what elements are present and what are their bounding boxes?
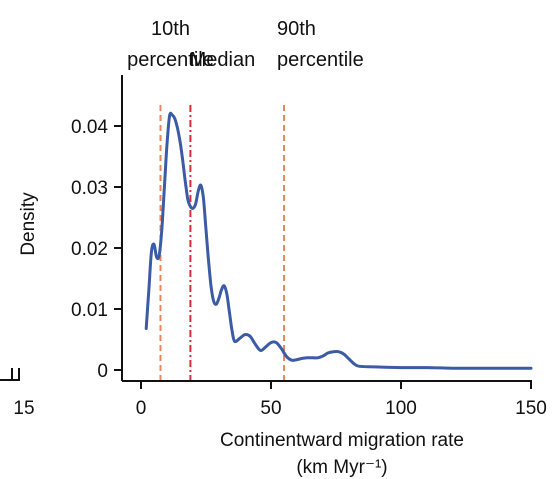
reference-lines bbox=[159, 105, 285, 381]
y-tick-label: 0.03 bbox=[71, 178, 108, 199]
x-tick-label: 100 bbox=[385, 398, 417, 419]
clipped-panel-tick-label: 15 bbox=[13, 398, 34, 419]
axes bbox=[121, 75, 532, 382]
reference-label-line1: 90th bbox=[277, 18, 316, 40]
density-series-line bbox=[144, 111, 533, 370]
y-tick-label: 0 bbox=[97, 361, 108, 382]
y-tick-label: 0.04 bbox=[71, 117, 108, 138]
x-axis-title: Continentward migration rate bbox=[220, 430, 464, 451]
reference-label-line2: percentile bbox=[277, 49, 364, 71]
x-tick-label: 150 bbox=[515, 398, 547, 419]
y-axis-ticks: 0 0.01 0.02 0.03 0.04 bbox=[71, 117, 122, 382]
reference-label-line2: percentile bbox=[127, 49, 214, 71]
y-tick-label: 0.01 bbox=[71, 300, 108, 321]
x-axis-ticks: 0 50 100 150 bbox=[136, 381, 547, 419]
x-axis-unit: (km Myr⁻¹) bbox=[296, 457, 387, 478]
x-tick-label: 0 bbox=[136, 398, 147, 419]
y-axis-title: Density bbox=[18, 192, 39, 256]
reference-label-line2: Median bbox=[190, 49, 256, 71]
reference-label-line1: 10th bbox=[151, 18, 190, 40]
clipped-left-panel: 15 bbox=[0, 368, 35, 419]
x-tick-label: 50 bbox=[260, 398, 281, 419]
y-tick-label: 0.02 bbox=[71, 239, 108, 260]
